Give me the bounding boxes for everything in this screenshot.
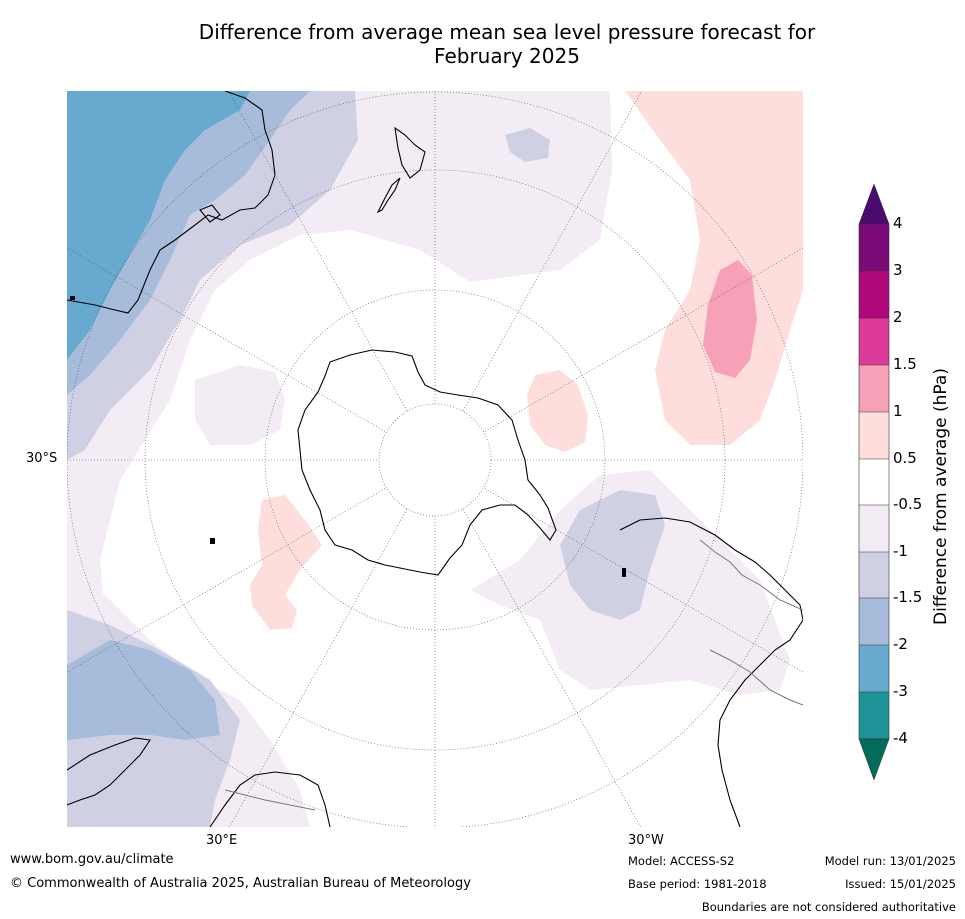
graticule-meridian-120e bbox=[67, 247, 387, 433]
colorbar-band-neg3-to-neg2 bbox=[859, 645, 889, 692]
footer-model-run: Model run: 13/01/2025 bbox=[824, 854, 956, 868]
map-fields bbox=[67, 91, 803, 827]
graticule bbox=[67, 91, 803, 827]
colorbar-band-neg0.5-to-0.5 bbox=[859, 459, 889, 505]
colorbar-tick-neg0.5: -0.5 bbox=[893, 495, 923, 513]
coastline-australia bbox=[67, 91, 276, 314]
footer-copyright: © Commonwealth of Australia 2025, Austra… bbox=[10, 876, 471, 891]
colorbar-tick-3: 3 bbox=[893, 261, 903, 279]
colorbar-tick-neg2: -2 bbox=[893, 635, 908, 653]
anomaly-region-pos05-weddell bbox=[527, 370, 588, 452]
coastline-new-zealand-south bbox=[376, 177, 401, 214]
footer-base-period: Base period: 1981-2018 bbox=[628, 877, 767, 891]
coastline-south-america bbox=[619, 517, 803, 827]
colorbar-tick-2: 2 bbox=[893, 308, 903, 326]
colorbar-tick-neg1: -1 bbox=[893, 542, 908, 560]
colorbar-band-1.5-to-2 bbox=[859, 318, 889, 365]
border-south-america-inner bbox=[709, 649, 803, 706]
border-southern-africa bbox=[224, 789, 316, 811]
colorbar-band-3-to-4 bbox=[859, 224, 889, 271]
lat-label-30s: 30°S bbox=[26, 451, 58, 466]
colorbar-band-neg2-to-neg1.5 bbox=[859, 598, 889, 645]
graticule-meridian-30e bbox=[229, 508, 408, 827]
graticule-meridian-60e bbox=[67, 487, 387, 673]
anomaly-region-neg05-indian-ocean bbox=[195, 365, 285, 445]
footer-model: Model: ACCESS-S2 bbox=[628, 854, 735, 868]
country-borders bbox=[224, 539, 803, 811]
lon-label-30e: 30°E bbox=[206, 833, 238, 848]
colorbar-band-neg1.5-to-neg1 bbox=[859, 552, 889, 598]
island-falklands bbox=[622, 568, 626, 577]
anomaly-region-pos05-southern-indian bbox=[250, 495, 322, 630]
chart-title: Difference from average mean sea level p… bbox=[0, 20, 965, 68]
lon-label-30w: 30°W bbox=[628, 833, 664, 848]
colorbar-band-1-to-1.5 bbox=[859, 365, 889, 412]
anomaly-region-pos05-east-pacific bbox=[625, 91, 803, 445]
island-kerguelen bbox=[210, 538, 215, 544]
border-south-america bbox=[699, 539, 803, 611]
graticule-meridian-150w bbox=[462, 91, 642, 412]
graticule-meridian-60w bbox=[483, 487, 803, 673]
footer-issued: Issued: 15/01/2025 bbox=[845, 877, 956, 891]
title-line-1: Difference from average mean sea level p… bbox=[198, 20, 816, 44]
title-line-2: February 2025 bbox=[434, 44, 580, 68]
colorbar-dividers bbox=[859, 270, 889, 693]
colorbar-tick-neg4: -4 bbox=[893, 729, 908, 747]
coastlines bbox=[67, 91, 803, 827]
coastline-antarctica bbox=[297, 349, 557, 576]
anomaly-region-neg1-pacific bbox=[505, 128, 550, 162]
colorbar-extend-bottom bbox=[858, 738, 890, 781]
footer-disclaimer: Boundaries are not considered authoritat… bbox=[701, 900, 956, 914]
anomaly-region-neg15-lower-left bbox=[67, 640, 220, 740]
colorbar-extend-top bbox=[858, 183, 890, 225]
coastline-madagascar bbox=[67, 737, 151, 806]
anomaly-region-neg2-upper-left bbox=[67, 91, 250, 360]
graticule-meridian-30w bbox=[462, 508, 641, 827]
colorbar-tick-0.5: 0.5 bbox=[893, 449, 917, 467]
colorbar-tick-4: 4 bbox=[893, 214, 903, 232]
colorbar-frame bbox=[858, 223, 890, 740]
islands bbox=[70, 296, 626, 577]
colorbar-band-neg1-to-neg0.5 bbox=[859, 505, 889, 552]
graticule-meridian-120w bbox=[483, 247, 803, 433]
anomaly-region-pos1-east-pacific bbox=[703, 260, 757, 378]
colorbar-band-neg4-to-neg3 bbox=[859, 692, 889, 739]
colorbar-title: Difference from average (hPa) bbox=[931, 368, 951, 625]
anomaly-region-neg1-south-atlantic bbox=[560, 490, 665, 620]
colorbar-band-2-to-3 bbox=[859, 271, 889, 318]
footer-website: www.bom.gov.au/climate bbox=[10, 852, 174, 867]
colorbar-tick-neg1.5: -1.5 bbox=[893, 588, 923, 606]
coastline-africa-south bbox=[209, 771, 331, 827]
colorbar bbox=[858, 183, 890, 781]
colorbar-tick-neg3: -3 bbox=[893, 682, 908, 700]
coastline-tasmania bbox=[199, 204, 221, 223]
graticule-meridian-150e bbox=[228, 91, 408, 412]
colorbar-tick-1: 1 bbox=[893, 402, 903, 420]
coastline-new-zealand-north bbox=[394, 126, 426, 179]
island-western-australia bbox=[70, 296, 75, 300]
colorbar-tick-1.5: 1.5 bbox=[893, 355, 917, 373]
colorbar-band-0.5-to-1 bbox=[859, 412, 889, 459]
